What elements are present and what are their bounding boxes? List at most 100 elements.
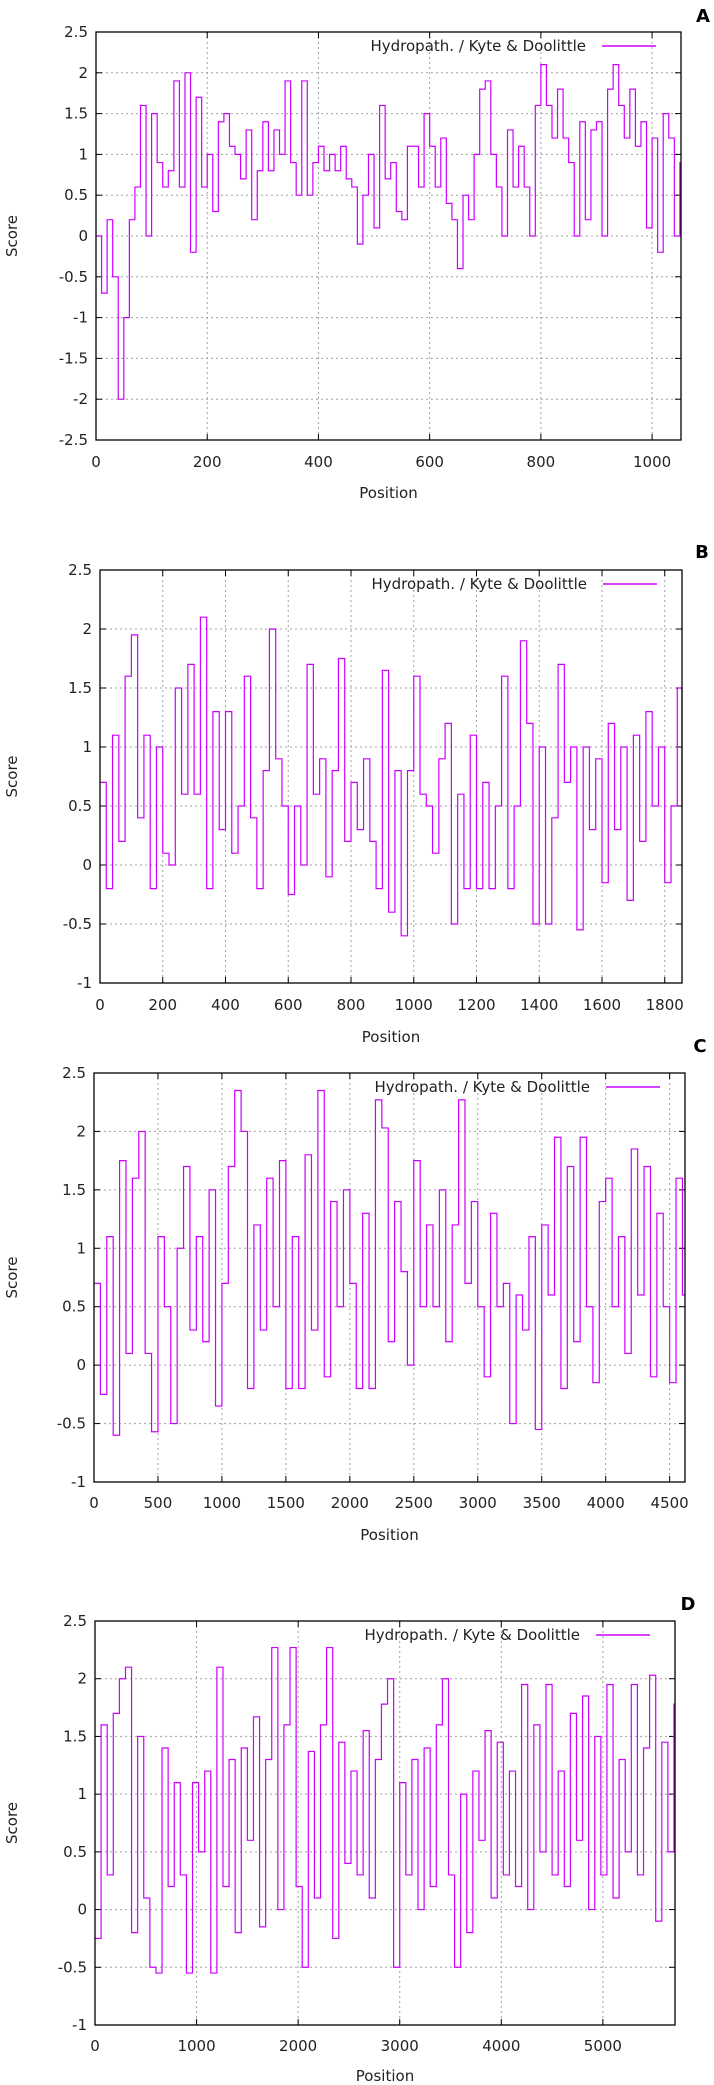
- x-tick-label: 3000: [381, 2037, 419, 2055]
- x-tick-label: 400: [304, 453, 333, 471]
- y-tick-label: -1: [77, 974, 92, 992]
- y-tick-label: 1.5: [63, 1727, 87, 1745]
- x-tick-label: 1400: [520, 996, 558, 1014]
- hydropathy-series-line: [96, 64, 681, 400]
- y-tick-label: -0.5: [59, 268, 88, 286]
- chart-panel-d: -1 -0.5 0 0.5 1 1.5 2 2.5 0 1000 2000 3000 4000 5000 H…: [3, 1594, 695, 2085]
- x-tick-label: 1200: [457, 996, 495, 1014]
- y-tick-label: 0.5: [64, 186, 88, 204]
- x-tick-label: 1000: [177, 2037, 215, 2055]
- panel-letter: A: [696, 6, 710, 27]
- y-tick-label: 1: [82, 738, 92, 756]
- chart-panel-c: -1 -0.5 0 0.5 1 1.5 2 2.5 0 500 1000 1500 2000 2500 30…: [3, 1036, 707, 1544]
- hydropathy-series-line: [95, 1646, 675, 1974]
- x-tick-label: 500: [144, 1494, 173, 1512]
- x-tick-label: 0: [95, 996, 105, 1014]
- plot-frame: [93, 1072, 686, 1483]
- y-tick-label: 2: [82, 620, 92, 638]
- x-axis-label: Position: [360, 1526, 418, 1544]
- y-axis-label: Score: [3, 755, 21, 797]
- y-tick-label: -2: [73, 390, 88, 408]
- x-tick-label: 4000: [587, 1494, 625, 1512]
- x-tick-label: 800: [527, 453, 556, 471]
- y-tick-label: 2: [77, 1670, 87, 1688]
- panel-letter: B: [695, 542, 709, 563]
- x-tick-label: 600: [415, 453, 444, 471]
- x-tick-label: 200: [148, 996, 177, 1014]
- y-tick-label: -1.5: [59, 349, 88, 367]
- y-tick-label: 2: [78, 64, 88, 82]
- x-tick-label: 3500: [523, 1494, 561, 1512]
- x-tick-label: 4500: [651, 1494, 689, 1512]
- chart-panel-b: -1 -0.5 0 0.5 1 1.5 2 2.5 0 200 400 600 800 1000 1200 1…: [3, 542, 709, 1046]
- y-tick-label: 0: [82, 856, 92, 874]
- y-tick-label: -1: [72, 2016, 87, 2034]
- y-tick-label: -0.5: [63, 915, 92, 933]
- legend: Hydropath. / Kyte & Doolittle: [364, 1626, 650, 1644]
- y-tick-label: 2.5: [62, 1064, 86, 1082]
- legend-label: Hydropath. / Kyte & Doolittle: [370, 37, 586, 55]
- y-tick-label: 0.5: [63, 1843, 87, 1861]
- plot-frame: [95, 31, 682, 441]
- x-tick-label: 1000: [633, 453, 671, 471]
- y-tick-label: 1.5: [62, 1181, 86, 1199]
- x-tick-label: 800: [337, 996, 366, 1014]
- x-tick-label: 600: [274, 996, 303, 1014]
- x-tick-label: 1800: [646, 996, 684, 1014]
- x-axis-label: Position: [362, 1028, 420, 1046]
- legend-label: Hydropath. / Kyte & Doolittle: [371, 575, 587, 593]
- y-tick-label: 2: [76, 1122, 86, 1140]
- x-tick-label: 5000: [584, 2037, 622, 2055]
- legend-label: Hydropath. / Kyte & Doolittle: [374, 1078, 590, 1096]
- y-tick-label: -2.5: [59, 431, 88, 449]
- hydropathy-series-line: [100, 616, 683, 937]
- x-axis-label: Position: [356, 2067, 414, 2085]
- y-tick-label: 1.5: [64, 105, 88, 123]
- legend: Hydropath. / Kyte & Doolittle: [371, 575, 657, 593]
- x-tick-label: 4000: [482, 2037, 520, 2055]
- y-tick-label: 0: [77, 1901, 87, 1919]
- legend: Hydropath. / Kyte & Doolittle: [370, 37, 656, 55]
- y-tick-label: 0.5: [68, 797, 92, 815]
- x-tick-label: 1600: [583, 996, 621, 1014]
- hydropathy-series-line: [94, 1089, 685, 1436]
- panel-letter: C: [693, 1036, 706, 1057]
- y-axis-label: Score: [3, 1802, 21, 1844]
- y-tick-label: -1: [71, 1473, 86, 1491]
- x-tick-label: 1000: [395, 996, 433, 1014]
- y-tick-label: 2.5: [68, 561, 92, 579]
- panel-letter: D: [681, 1594, 696, 1615]
- y-tick-label: 1: [77, 1785, 87, 1803]
- y-tick-label: -0.5: [57, 1415, 86, 1433]
- x-tick-label: 1500: [267, 1494, 305, 1512]
- x-tick-label: 3000: [459, 1494, 497, 1512]
- x-tick-label: 200: [193, 453, 222, 471]
- x-tick-label: 2000: [331, 1494, 369, 1512]
- y-axis-label: Score: [3, 215, 21, 257]
- y-tick-label: 2.5: [63, 1612, 87, 1630]
- y-tick-label: -1: [73, 309, 88, 327]
- x-axis-label: Position: [359, 484, 417, 502]
- y-tick-label: -0.5: [58, 1958, 87, 1976]
- x-tick-label: 2000: [279, 2037, 317, 2055]
- x-tick-label: 1000: [203, 1494, 241, 1512]
- y-tick-label: 0: [76, 1356, 86, 1374]
- y-tick-label: 1: [76, 1239, 86, 1257]
- y-tick-label: 2.5: [64, 23, 88, 41]
- x-tick-label: 0: [89, 1494, 99, 1512]
- x-tick-label: 2500: [395, 1494, 433, 1512]
- y-tick-label: 0.5: [62, 1298, 86, 1316]
- y-tick-label: 1: [78, 145, 88, 163]
- chart-panel-a: -2.5 -2 -1.5 -1 -0.5 0 0.5 1 1.5 2 2.5 0 200 400 600 80…: [3, 6, 710, 502]
- x-tick-label: 400: [211, 996, 240, 1014]
- x-tick-label: 0: [90, 2037, 100, 2055]
- y-tick-label: 1.5: [68, 679, 92, 697]
- y-tick-label: 0: [78, 227, 88, 245]
- y-axis-label: Score: [3, 1256, 21, 1298]
- x-tick-label: 0: [91, 453, 101, 471]
- plot-frame: [94, 1620, 676, 2026]
- plot-frame: [99, 569, 683, 984]
- legend: Hydropath. / Kyte & Doolittle: [374, 1078, 660, 1096]
- legend-label: Hydropath. / Kyte & Doolittle: [364, 1626, 580, 1644]
